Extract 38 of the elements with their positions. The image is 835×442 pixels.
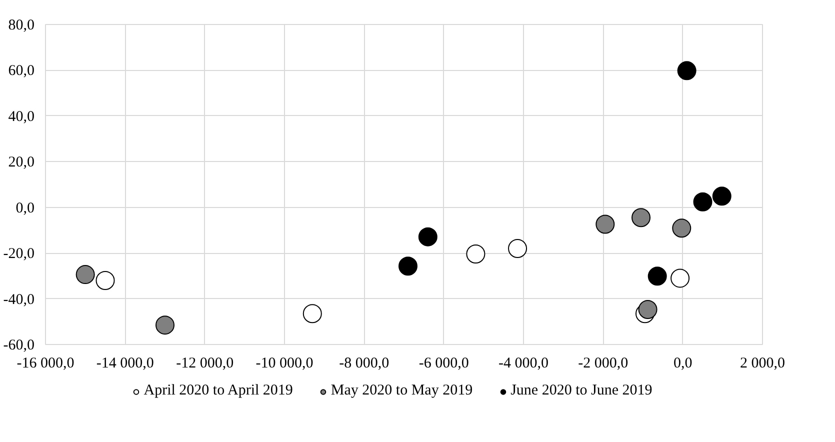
point bbox=[418, 227, 438, 246]
point bbox=[508, 239, 528, 258]
y-tick-label: 40,0 bbox=[8, 108, 34, 125]
x-tick-label: -2 000,0 bbox=[578, 356, 628, 372]
point bbox=[156, 316, 174, 335]
y-tick-label: 0,0 bbox=[16, 200, 34, 216]
point bbox=[302, 304, 322, 324]
x-tick-label: -14 000,0 bbox=[96, 356, 154, 372]
point bbox=[466, 244, 486, 264]
x-tick-label: -4 000,0 bbox=[498, 356, 548, 372]
point bbox=[712, 186, 732, 206]
point bbox=[398, 256, 418, 276]
point bbox=[672, 218, 692, 238]
x-tick-label: 2 000,0 bbox=[740, 356, 785, 372]
y-tick-label: -60,0 bbox=[3, 338, 35, 354]
point bbox=[76, 265, 95, 284]
x-tick-label: -8 000,0 bbox=[339, 356, 390, 372]
legend-label: April 2020 to April 2019 bbox=[144, 382, 293, 400]
point bbox=[648, 266, 667, 286]
x-tick-label: -10 000,0 bbox=[256, 356, 314, 372]
legend-label: June 2020 to June 2019 bbox=[510, 382, 652, 400]
x-tick-label: -6 000,0 bbox=[418, 356, 469, 372]
x-tick-label: 0,0 bbox=[673, 356, 692, 372]
y-tick-label: -40,0 bbox=[3, 292, 35, 308]
point bbox=[670, 268, 690, 288]
y-tick-label: 20,0 bbox=[8, 154, 34, 171]
y-tick-label: 60,0 bbox=[8, 63, 34, 80]
y-tick-label: -20,0 bbox=[3, 246, 35, 262]
x-tick-label: -12 000,0 bbox=[176, 356, 234, 372]
point bbox=[596, 214, 615, 234]
point bbox=[693, 192, 712, 212]
legend-label: May 2020 to May 2019 bbox=[330, 382, 473, 400]
y-tick-label: 80,0 bbox=[8, 18, 34, 34]
point bbox=[632, 208, 651, 228]
x-tick-label: -16 000,0 bbox=[16, 356, 74, 372]
point bbox=[677, 61, 696, 80]
point bbox=[638, 300, 658, 320]
point bbox=[96, 271, 115, 290]
